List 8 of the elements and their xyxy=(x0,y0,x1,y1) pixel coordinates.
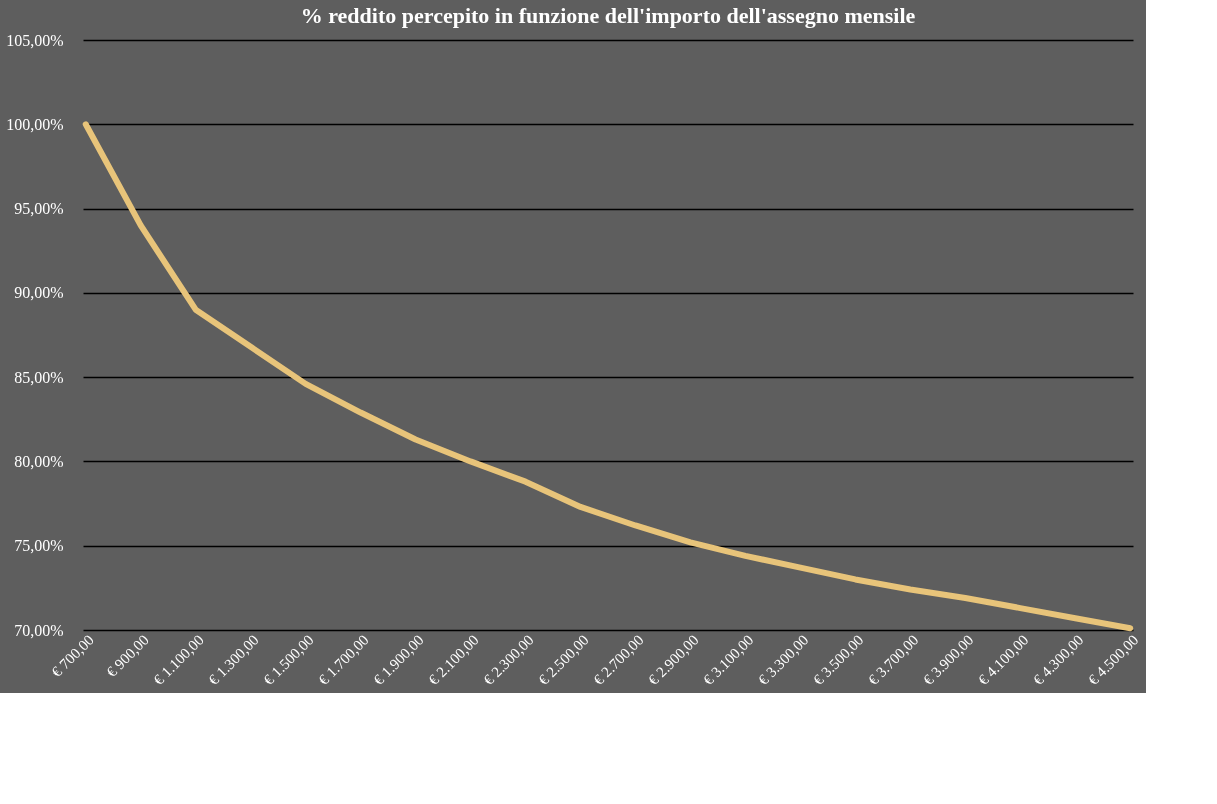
y-tick-label: 80,00% xyxy=(14,452,64,470)
y-tick-label: 100,00% xyxy=(6,115,64,133)
y-tick-label: 95,00% xyxy=(14,200,64,218)
y-tick-label: 90,00% xyxy=(14,284,64,302)
y-tick-label: 85,00% xyxy=(14,368,64,386)
y-tick-label: 105,00% xyxy=(6,31,64,49)
y-tick-label: 75,00% xyxy=(14,537,64,555)
chart-title: % reddito percepito in funzione dell'importo dell'assegno mensile xyxy=(300,3,916,28)
